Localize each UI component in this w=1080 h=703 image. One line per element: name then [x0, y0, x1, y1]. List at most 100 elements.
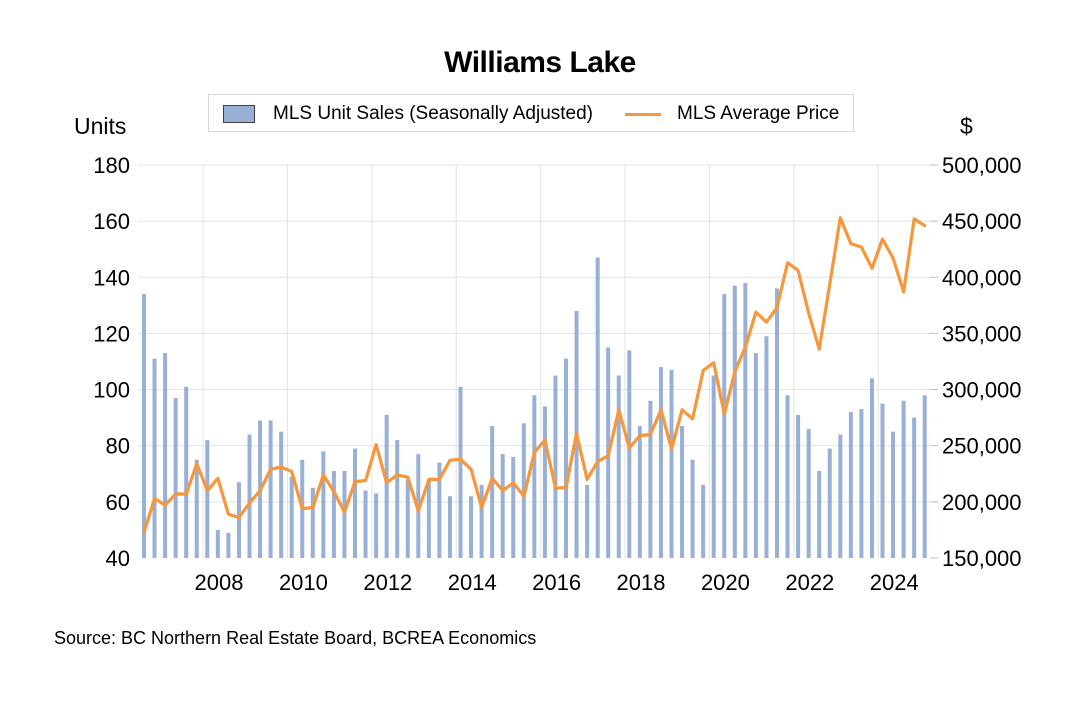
bar-unit-sales [743, 282, 748, 558]
bar-unit-sales [194, 459, 199, 558]
bar-unit-sales [753, 353, 758, 558]
bar-unit-sales [532, 395, 537, 558]
bar-unit-sales [701, 485, 706, 558]
right-axis-title: $ [960, 113, 973, 139]
x-tick-label: 2016 [532, 570, 581, 595]
bar-unit-sales [395, 440, 400, 558]
bar-unit-sales [658, 367, 663, 558]
bar-unit-sales [648, 400, 653, 558]
bar-unit-sales [891, 431, 896, 558]
bar-unit-sales [775, 288, 779, 558]
bar-unit-sales [785, 395, 790, 558]
bar-unit-sales [922, 395, 927, 558]
axis-layer: 40 60 80 100 120 140 160 180 150,000 200,000 250,0… [93, 153, 1021, 595]
bar-unit-sales [912, 417, 917, 558]
legend: MLS Unit Sales (Seasonally Adjusted) MLS… [208, 94, 854, 132]
bar-unit-sales [564, 358, 568, 558]
legend-swatch-average-price [625, 113, 661, 116]
left-tick-label: 180 [93, 153, 130, 178]
bar-unit-sales [279, 431, 284, 558]
bar-unit-sales [490, 426, 495, 558]
legend-label-unit-sales: MLS Unit Sales (Seasonally Adjusted) [273, 103, 593, 124]
bar-unit-sales [901, 400, 906, 558]
bar-unit-sales [173, 397, 178, 558]
left-tick-label: 140 [93, 265, 130, 290]
bar-series [142, 257, 927, 558]
chart-title: Williams Lake [444, 46, 636, 79]
bar-unit-sales [268, 420, 273, 558]
bar-unit-sales [711, 375, 716, 558]
bar-unit-sales [184, 386, 189, 558]
bar-unit-sales [215, 529, 220, 558]
x-tick-label: 2022 [785, 570, 834, 595]
right-tick-label: 500,000 [942, 153, 1022, 178]
bar-unit-sales [152, 358, 157, 558]
bar-unit-sales [616, 375, 621, 558]
bar-unit-sales [363, 490, 368, 558]
left-axis-title: Units [74, 113, 127, 139]
left-tick-label: 40 [106, 546, 130, 571]
bar-unit-sales [553, 375, 558, 558]
bar-unit-sales [764, 336, 769, 558]
bar-unit-sales [732, 285, 737, 558]
bar-unit-sales [310, 487, 315, 558]
left-tick-label: 100 [93, 378, 130, 403]
bar-unit-sales [848, 412, 853, 558]
source-note: Source: BC Northern Real Estate Board, B… [54, 628, 537, 648]
bar-unit-sales [627, 350, 632, 558]
bar-unit-sales [869, 378, 874, 558]
bar-unit-sales [321, 451, 326, 558]
bar-unit-sales [796, 414, 801, 558]
bar-unit-sales [405, 479, 410, 558]
bar-unit-sales [236, 482, 241, 558]
right-tick-label: 300,000 [942, 378, 1022, 403]
left-tick-label: 60 [106, 490, 130, 515]
bar-unit-sales [458, 386, 463, 558]
bar-unit-sales [859, 409, 864, 558]
right-tick-label: 150,000 [942, 546, 1022, 571]
right-tick-label: 350,000 [942, 321, 1022, 346]
right-tick-label: 250,000 [942, 434, 1022, 459]
x-tick-label: 2024 [870, 570, 919, 595]
bar-unit-sales [880, 403, 885, 558]
bar-unit-sales [289, 476, 294, 558]
bar-unit-sales [817, 470, 822, 558]
right-tick-label: 200,000 [942, 490, 1022, 515]
line-series [142, 216, 927, 534]
bar-unit-sales [838, 434, 843, 558]
bar-unit-sales [163, 353, 168, 558]
bar-unit-sales [637, 426, 642, 558]
bar-unit-sales [595, 257, 600, 558]
bar-unit-sales [669, 369, 674, 558]
bar-unit-sales [247, 434, 252, 558]
bar-unit-sales [205, 440, 210, 558]
bar-unit-sales [827, 448, 832, 558]
bar-unit-sales [342, 470, 347, 558]
bar-unit-sales [226, 532, 231, 558]
bar-unit-sales [479, 485, 484, 558]
bar-unit-sales [426, 479, 431, 558]
bar-unit-sales [437, 462, 442, 558]
x-tick-label: 2010 [279, 570, 328, 595]
bar-unit-sales [384, 414, 389, 558]
bar-unit-sales [500, 454, 505, 558]
left-tick-label: 120 [93, 321, 130, 346]
x-tick-label: 2018 [617, 570, 666, 595]
bar-unit-sales [353, 448, 357, 558]
bar-unit-sales [469, 496, 474, 558]
bar-unit-sales [511, 456, 516, 558]
bar-unit-sales [542, 406, 547, 558]
right-tick-label: 400,000 [942, 265, 1022, 290]
bar-unit-sales [806, 428, 811, 558]
x-tick-label: 2014 [448, 570, 497, 595]
bar-unit-sales [680, 426, 685, 558]
left-tick-label: 80 [106, 434, 130, 459]
bar-unit-sales [331, 470, 336, 558]
bar-unit-sales [447, 496, 452, 558]
x-tick-label: 2008 [195, 570, 244, 595]
bar-unit-sales [142, 294, 146, 558]
bar-unit-sales [374, 493, 379, 558]
x-tick-label: 2020 [701, 570, 750, 595]
bar-unit-sales [722, 294, 727, 558]
